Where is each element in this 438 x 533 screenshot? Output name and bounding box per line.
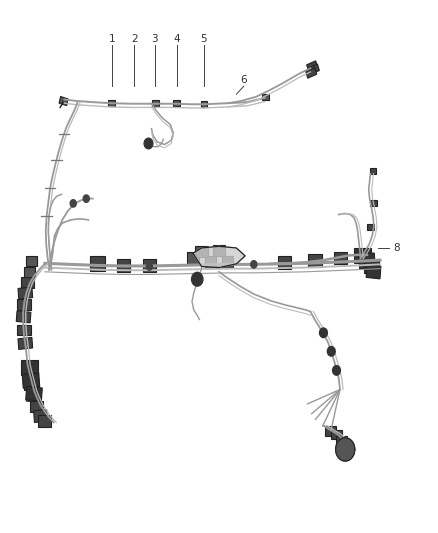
Circle shape: [320, 328, 327, 337]
Text: 1: 1: [109, 34, 116, 44]
Bar: [89, 256, 105, 271]
Bar: [308, 254, 322, 266]
Bar: [364, 260, 379, 273]
Text: 6: 6: [240, 75, 247, 85]
Bar: [359, 253, 375, 269]
Bar: [26, 390, 40, 402]
Bar: [331, 430, 342, 439]
Bar: [201, 101, 207, 107]
Polygon shape: [336, 438, 355, 461]
Circle shape: [327, 346, 335, 356]
Bar: [143, 259, 156, 272]
Bar: [306, 68, 317, 78]
Bar: [366, 265, 381, 279]
Circle shape: [251, 261, 257, 268]
Bar: [354, 248, 371, 263]
Bar: [152, 100, 159, 107]
Bar: [16, 311, 31, 323]
Bar: [187, 252, 199, 264]
Bar: [59, 96, 68, 106]
Bar: [108, 100, 115, 107]
Text: 3: 3: [151, 34, 158, 44]
Bar: [117, 259, 130, 272]
Bar: [205, 256, 216, 266]
Bar: [39, 416, 51, 427]
Bar: [278, 256, 291, 269]
Bar: [325, 426, 336, 435]
Bar: [23, 366, 37, 379]
Bar: [195, 246, 208, 257]
Text: 8: 8: [393, 243, 400, 253]
Bar: [24, 267, 35, 277]
Bar: [18, 337, 33, 350]
Bar: [370, 168, 376, 174]
Circle shape: [144, 138, 153, 149]
Bar: [173, 100, 180, 107]
Bar: [26, 386, 42, 401]
Text: 5: 5: [201, 34, 207, 44]
Bar: [308, 64, 319, 75]
Text: 2: 2: [131, 34, 138, 44]
Bar: [30, 401, 43, 413]
Circle shape: [70, 200, 76, 207]
Bar: [22, 373, 40, 388]
Polygon shape: [193, 246, 245, 268]
Bar: [21, 360, 39, 375]
Bar: [222, 256, 233, 266]
Bar: [34, 409, 47, 423]
Bar: [213, 245, 225, 256]
Bar: [17, 325, 31, 335]
Circle shape: [146, 263, 152, 270]
Circle shape: [191, 272, 203, 286]
Circle shape: [83, 195, 89, 203]
Bar: [336, 435, 347, 445]
Bar: [367, 223, 374, 230]
Bar: [307, 61, 318, 71]
Bar: [371, 200, 378, 206]
Bar: [18, 287, 33, 299]
Bar: [17, 300, 31, 310]
Bar: [21, 277, 35, 288]
Bar: [25, 378, 38, 390]
Bar: [334, 252, 347, 264]
Circle shape: [332, 366, 340, 375]
Bar: [26, 256, 37, 266]
Bar: [262, 94, 269, 100]
Text: 4: 4: [173, 34, 180, 44]
